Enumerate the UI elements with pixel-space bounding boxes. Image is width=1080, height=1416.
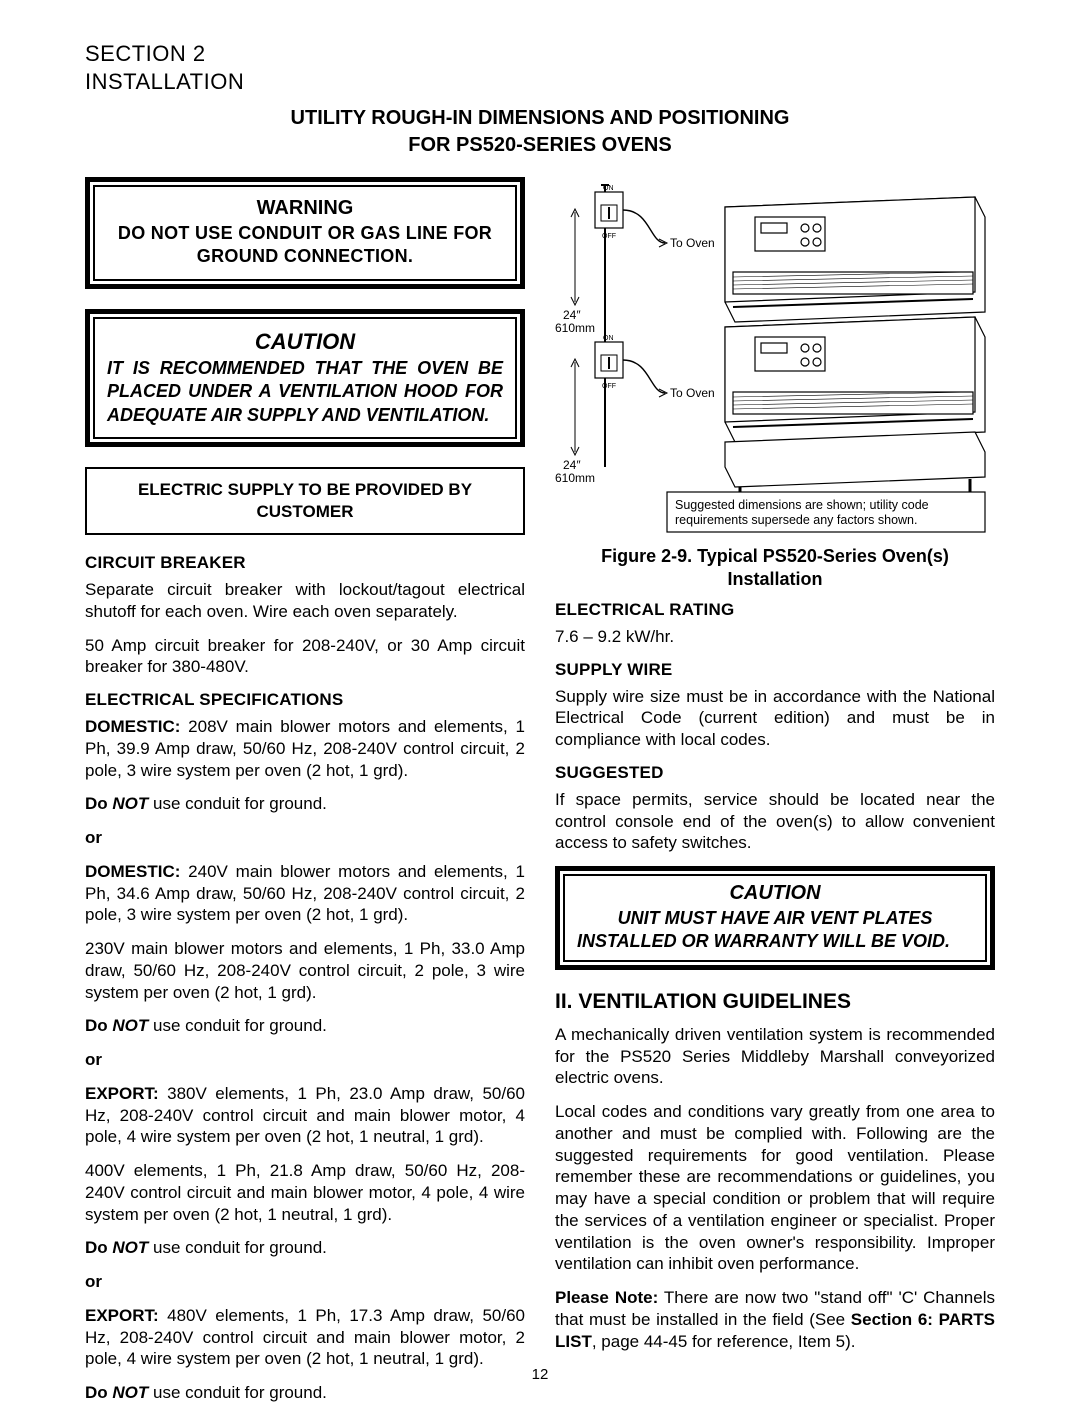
domestic-208v: DOMESTIC: 208V main blower motors and el… xyxy=(85,716,525,781)
ventilation-p2: Local codes and conditions vary greatly … xyxy=(555,1101,995,1275)
figure-caption-l2: Installation xyxy=(555,568,995,591)
figure-caption-l1: Figure 2-9. Typical PS520-Series Oven(s) xyxy=(555,545,995,568)
do-not-post-2: use conduit for ground. xyxy=(148,1016,327,1035)
do-not-pre-4: Do xyxy=(85,1383,112,1402)
electrical-rating-heading: ELECTRICAL RATING xyxy=(555,600,995,620)
or-1-text: or xyxy=(85,828,102,847)
spec-230v: 230V main blower motors and elements, 1 … xyxy=(85,938,525,1003)
left-column: WARNING DO NOT USE CONDUIT OR GAS LINE F… xyxy=(85,177,525,1416)
export-480v-label: EXPORT: xyxy=(85,1306,159,1325)
export-480v: EXPORT: 480V elements, 1 Ph, 17.3 Amp dr… xyxy=(85,1305,525,1370)
circuit-breaker-p2: 50 Amp circuit breaker for 208-240V, or … xyxy=(85,635,525,679)
ventilation-note: Please Note: There are now two "stand of… xyxy=(555,1287,995,1352)
or-2-text: or xyxy=(85,1050,102,1069)
section-name: INSTALLATION xyxy=(85,68,995,96)
section-header: SECTION 2 INSTALLATION xyxy=(85,40,995,95)
do-not-post: use conduit for ground. xyxy=(148,794,327,813)
circuit-breaker-heading: CIRCUIT BREAKER xyxy=(85,553,525,573)
page-title-line2: FOR PS520-SERIES OVENS xyxy=(85,132,995,159)
or-3-text: or xyxy=(85,1272,102,1291)
supply-wire-text: Supply wire size must be in accordance w… xyxy=(555,686,995,751)
svg-text:ON: ON xyxy=(603,335,614,342)
do-not-post-4: use conduit for ground. xyxy=(148,1383,327,1402)
page-number: 12 xyxy=(0,1366,1080,1383)
note-text-2: , page 44-45 for reference, Item 5). xyxy=(592,1332,856,1351)
electric-supply-box: ELECTRIC SUPPLY TO BE PROVIDED BY CUSTOM… xyxy=(85,467,525,535)
or-1: or xyxy=(85,827,525,849)
electrical-specs-heading: ELECTRICAL SPECIFICATIONS xyxy=(85,690,525,710)
do-not-ground-4: Do NOT use conduit for ground. xyxy=(85,1382,525,1404)
domestic-208v-label: DOMESTIC: xyxy=(85,717,180,736)
suggested-heading: SUGGESTED xyxy=(555,763,995,783)
do-not-post-3: use conduit for ground. xyxy=(148,1238,327,1257)
caution-airvent-callout: CAUTION UNIT MUST HAVE AIR VENT PLATES I… xyxy=(555,866,995,970)
warning-title: WARNING xyxy=(107,197,503,220)
do-not-pre-3: Do xyxy=(85,1238,112,1257)
page-title-line1: UTILITY ROUGH-IN DIMENSIONS AND POSITION… xyxy=(85,105,995,132)
warning-body: DO NOT USE CONDUIT OR GAS LINE FOR GROUN… xyxy=(107,222,503,269)
svg-text:requirements supersede any fac: requirements supersede any factors shown… xyxy=(675,513,918,527)
svg-text:24″: 24″ xyxy=(563,308,581,322)
svg-text:To Oven: To Oven xyxy=(670,236,715,250)
do-not-ground-3: Do NOT use conduit for ground. xyxy=(85,1237,525,1259)
do-not-ground-1: Do NOT use conduit for ground. xyxy=(85,793,525,815)
svg-text:To Oven: To Oven xyxy=(670,386,715,400)
do-not-bold-2: NOT xyxy=(112,1016,148,1035)
svg-text:OFF: OFF xyxy=(602,233,616,240)
svg-text:610mm: 610mm xyxy=(555,321,595,335)
svg-text:ON: ON xyxy=(603,185,614,192)
or-3: or xyxy=(85,1271,525,1293)
oven-installation-figure: 24″ 610mm 24″ 610mm ON OFF To Oven ON xyxy=(555,177,995,537)
spec-400v: 400V elements, 1 Ph, 21.8 Amp draw, 50/6… xyxy=(85,1160,525,1225)
caution-body: IT IS RECOMMENDED THAT THE OVEN BE PLACE… xyxy=(107,357,503,427)
do-not-pre: Do xyxy=(85,794,112,813)
export-380v: EXPORT: 380V elements, 1 Ph, 23.0 Amp dr… xyxy=(85,1083,525,1148)
section-number: SECTION 2 xyxy=(85,40,995,68)
export-380v-label: EXPORT: xyxy=(85,1084,159,1103)
warning-callout: WARNING DO NOT USE CONDUIT OR GAS LINE F… xyxy=(85,177,525,289)
caution-title: CAUTION xyxy=(107,329,503,355)
domestic-240v-label: DOMESTIC: xyxy=(85,862,180,881)
caution-callout: CAUTION IT IS RECOMMENDED THAT THE OVEN … xyxy=(85,309,525,447)
or-2: or xyxy=(85,1049,525,1071)
do-not-bold-3: NOT xyxy=(112,1238,148,1257)
ventilation-guidelines-heading: II. VENTILATION GUIDELINES xyxy=(555,990,995,1014)
domestic-240v: DOMESTIC: 240V main blower motors and el… xyxy=(85,861,525,926)
caution-airvent-title: CAUTION xyxy=(577,882,973,905)
supply-wire-heading: SUPPLY WIRE xyxy=(555,660,995,680)
note-label: Please Note: xyxy=(555,1288,658,1307)
figure-caption: Figure 2-9. Typical PS520-Series Oven(s)… xyxy=(555,545,995,592)
electrical-rating-value: 7.6 – 9.2 kW/hr. xyxy=(555,626,995,648)
svg-text:OFF: OFF xyxy=(602,383,616,390)
right-column: 24″ 610mm 24″ 610mm ON OFF To Oven ON xyxy=(555,177,995,1416)
svg-text:610mm: 610mm xyxy=(555,471,595,485)
do-not-bold-4: NOT xyxy=(112,1383,148,1402)
do-not-ground-2: Do NOT use conduit for ground. xyxy=(85,1015,525,1037)
caution-airvent-body: UNIT MUST HAVE AIR VENT PLATES INSTALLED… xyxy=(577,907,973,954)
svg-text:Suggested dimensions are shown: Suggested dimensions are shown; utility … xyxy=(675,498,929,512)
svg-text:24″: 24″ xyxy=(563,458,581,472)
do-not-pre-2: Do xyxy=(85,1016,112,1035)
suggested-text: If space permits, service should be loca… xyxy=(555,789,995,854)
page-title: UTILITY ROUGH-IN DIMENSIONS AND POSITION… xyxy=(85,105,995,159)
ventilation-p1: A mechanically driven ventilation system… xyxy=(555,1024,995,1089)
circuit-breaker-p1: Separate circuit breaker with lockout/ta… xyxy=(85,579,525,623)
do-not-bold: NOT xyxy=(112,794,148,813)
